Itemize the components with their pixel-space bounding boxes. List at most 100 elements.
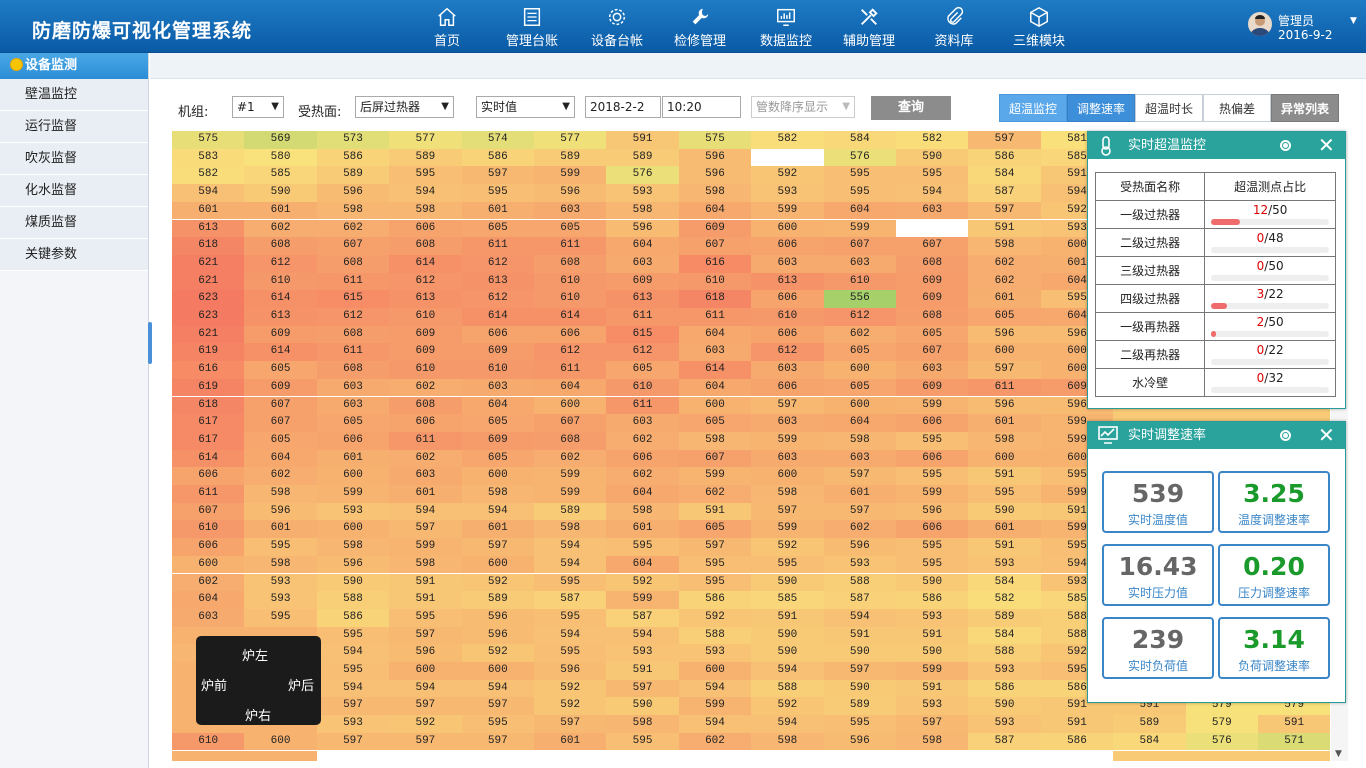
heatmap-cell[interactable]: 590 [823, 644, 896, 662]
heatmap-cell[interactable]: 590 [606, 697, 679, 716]
heatmap-cell[interactable]: 615 [316, 290, 390, 308]
heatmap-cell[interactable]: 593 [751, 184, 824, 202]
nav-3d-module[interactable]: 三维模块 [1004, 6, 1074, 49]
heatmap-cell[interactable]: 589 [606, 148, 679, 167]
heatmap-cell[interactable]: 612 [316, 308, 390, 326]
heatmap-cell[interactable]: 603 [316, 396, 390, 415]
heatmap-cell[interactable]: 589 [823, 697, 896, 716]
heatmap-cell[interactable]: 587 [968, 732, 1041, 751]
heatmap-cell[interactable]: 598 [244, 485, 317, 503]
heatmap-cell[interactable]: 594 [678, 679, 752, 698]
heatmap-cell[interactable] [678, 750, 752, 761]
heatmap-cell[interactable]: 606 [896, 520, 969, 539]
heatmap-cell[interactable]: 612 [461, 254, 534, 273]
heatmap-cell[interactable]: 599 [896, 396, 969, 415]
heatmap-cell[interactable]: 591 [896, 679, 969, 698]
heatmap-cell[interactable]: 595 [823, 166, 896, 185]
heatmap-cell[interactable]: 598 [678, 431, 752, 450]
heatmap-cell[interactable]: 607 [896, 237, 969, 255]
heatmap-cell[interactable]: 596 [534, 184, 607, 202]
heatmap-cell[interactable]: 592 [751, 166, 824, 185]
heatmap-cell[interactable]: 586 [1040, 732, 1114, 751]
heatmap-cell[interactable]: 601 [823, 485, 896, 503]
heatmap-cell[interactable]: 605 [244, 361, 317, 379]
heatmap-cell[interactable]: 609 [244, 325, 317, 344]
heatmap-cell[interactable]: 606 [751, 237, 824, 255]
heatmap-cell[interactable]: 600 [968, 449, 1041, 468]
heatmap-cell[interactable]: 607 [678, 237, 752, 255]
heatmap-cell[interactable]: 594 [751, 662, 824, 680]
heatmap-cell[interactable]: 584 [823, 131, 896, 149]
heatmap-cell[interactable]: 604 [606, 555, 679, 574]
heatmap-cell[interactable]: 592 [751, 697, 824, 716]
heatmap-cell[interactable]: 604 [606, 237, 679, 255]
heatmap-cell[interactable]: 595 [534, 644, 607, 662]
heatmap-cell[interactable]: 607 [534, 414, 607, 432]
heatmap-cell[interactable]: 595 [461, 184, 534, 202]
heatmap-cell[interactable]: 602 [244, 219, 317, 238]
heatmap-cell[interactable]: 598 [968, 431, 1041, 450]
heatmap-cell[interactable]: 594 [389, 502, 462, 521]
heatmap-cell[interactable]: 607 [823, 237, 896, 255]
heatmap-cell[interactable]: 610 [534, 272, 607, 291]
heatmap-cell[interactable]: 596 [534, 662, 607, 680]
heatmap-cell[interactable]: 611 [678, 308, 752, 326]
heatmap-cell[interactable]: 595 [678, 573, 752, 592]
heatmap-cell[interactable]: 585 [751, 591, 824, 609]
heatmap-cell[interactable]: 595 [896, 166, 969, 185]
heatmap-cell[interactable]: 590 [968, 697, 1041, 716]
heatmap-cell[interactable]: 618 [678, 290, 752, 308]
heatmap-cell[interactable]: 600 [751, 219, 824, 238]
heatmap-cell[interactable]: 610 [606, 378, 679, 397]
heatmap-cell[interactable]: 590 [896, 148, 969, 167]
heatmap-cell[interactable]: 597 [968, 131, 1041, 149]
heatmap-cell[interactable]: 604 [823, 201, 896, 220]
heatmap-cell[interactable]: 587 [968, 184, 1041, 202]
heatmap-cell[interactable]: 594 [389, 184, 462, 202]
heatmap-cell[interactable]: 612 [823, 308, 896, 326]
heatmap-cell[interactable]: 593 [606, 644, 679, 662]
heatmap-cell[interactable]: 601 [968, 290, 1041, 308]
heatmap-cell[interactable]: 610 [823, 272, 896, 291]
heatmap-cell[interactable]: 605 [968, 308, 1041, 326]
heatmap-cell[interactable]: 610 [172, 520, 245, 539]
heatmap-cell[interactable]: 597 [461, 166, 534, 185]
heatmap-cell[interactable]: 598 [823, 431, 896, 450]
heatmap-cell[interactable]: 611 [606, 308, 679, 326]
heatmap-cell[interactable]: 591 [1040, 715, 1114, 733]
heatmap-cell[interactable]: 604 [172, 591, 245, 609]
heatmap-cell[interactable]: 573 [316, 131, 390, 149]
heatmap-cell[interactable]: 621 [172, 272, 245, 291]
heatmap-cell[interactable]: 602 [678, 485, 752, 503]
overtemp-row[interactable]: 一级过热器 12/50 [1094, 200, 1336, 229]
heatmap-cell[interactable]: 598 [678, 184, 752, 202]
heatmap-cell[interactable]: 590 [244, 184, 317, 202]
heatmap-cell[interactable]: 593 [896, 697, 969, 716]
heatmap-cell[interactable]: 599 [534, 166, 607, 185]
heatmap-cell[interactable]: 613 [751, 272, 824, 291]
heatmap-cell[interactable]: 591 [751, 608, 824, 627]
heatmap-cell[interactable]: 577 [389, 131, 462, 149]
heatmap-cell[interactable]: 604 [678, 201, 752, 220]
heatmap-cell[interactable]: 610 [172, 732, 245, 751]
heatmap-cell[interactable]: 601 [461, 201, 534, 220]
heatmap-cell[interactable]: 586 [316, 608, 390, 627]
heatmap-cell[interactable]: 599 [678, 697, 752, 716]
adjust-rate-panel-header[interactable]: 实时调整速率 ✕ [1088, 422, 1345, 449]
heatmap-cell[interactable]: 614 [534, 308, 607, 326]
heatmap-cell[interactable]: 595 [389, 608, 462, 627]
heatmap-cell[interactable]: 619 [172, 343, 245, 362]
heatmap-cell[interactable]: 609 [244, 378, 317, 397]
heatmap-cell[interactable]: 598 [534, 520, 607, 539]
heatmap-cell[interactable] [896, 219, 969, 238]
heatmap-cell[interactable]: 594 [606, 626, 679, 645]
heatmap-cell[interactable]: 585 [244, 166, 317, 185]
heatmap-cell[interactable]: 595 [316, 626, 390, 645]
heatmap-cell[interactable]: 598 [896, 732, 969, 751]
heatmap-cell[interactable] [461, 750, 534, 761]
heatmap-cell[interactable]: 597 [389, 520, 462, 539]
heatmap-cell[interactable]: 602 [534, 449, 607, 468]
heatmap-cell[interactable]: 591 [968, 467, 1041, 485]
nav-home[interactable]: 首页 [412, 6, 482, 49]
heatmap-cell[interactable]: 602 [316, 219, 390, 238]
